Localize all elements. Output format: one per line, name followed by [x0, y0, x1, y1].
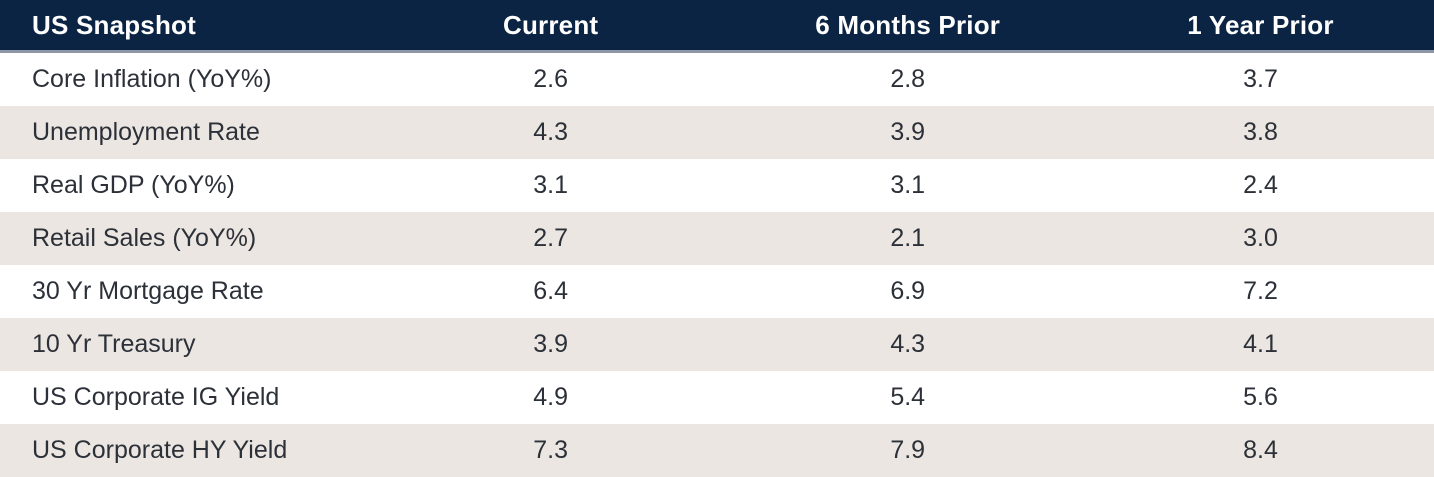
cell-value: 6.9 [728, 265, 1087, 318]
cell-value: 2.1 [728, 212, 1087, 265]
column-header-current: Current [373, 0, 729, 52]
cell-value: 3.9 [373, 318, 729, 371]
cell-value: 5.6 [1087, 371, 1434, 424]
row-label: 30 Yr Mortgage Rate [0, 265, 373, 318]
row-label: 10 Yr Treasury [0, 318, 373, 371]
cell-value: 2.4 [1087, 159, 1434, 212]
row-label: Retail Sales (YoY%) [0, 212, 373, 265]
table-header-row: US Snapshot Current 6 Months Prior 1 Yea… [0, 0, 1434, 52]
column-header-1-year-prior: 1 Year Prior [1087, 0, 1434, 52]
cell-value: 7.2 [1087, 265, 1434, 318]
cell-value: 3.8 [1087, 106, 1434, 159]
row-label: Real GDP (YoY%) [0, 159, 373, 212]
cell-value: 2.6 [373, 52, 729, 107]
cell-value: 4.9 [373, 371, 729, 424]
cell-value: 7.9 [728, 424, 1087, 477]
cell-value: 3.0 [1087, 212, 1434, 265]
column-header-us-snapshot: US Snapshot [0, 0, 373, 52]
cell-value: 4.3 [728, 318, 1087, 371]
cell-value: 4.3 [373, 106, 729, 159]
cell-value: 3.7 [1087, 52, 1434, 107]
cell-value: 5.4 [728, 371, 1087, 424]
cell-value: 6.4 [373, 265, 729, 318]
cell-value: 7.3 [373, 424, 729, 477]
cell-value: 2.7 [373, 212, 729, 265]
cell-value: 4.1 [1087, 318, 1434, 371]
row-label: Core Inflation (YoY%) [0, 52, 373, 107]
row-label: US Corporate IG Yield [0, 371, 373, 424]
cell-value: 3.1 [373, 159, 729, 212]
cell-value: 2.8 [728, 52, 1087, 107]
column-header-6-months-prior: 6 Months Prior [728, 0, 1087, 52]
row-label: US Corporate HY Yield [0, 424, 373, 477]
table-header: US Snapshot Current 6 Months Prior 1 Yea… [0, 0, 1434, 52]
cell-value: 3.1 [728, 159, 1087, 212]
cell-value: 8.4 [1087, 424, 1434, 477]
cell-value: 3.9 [728, 106, 1087, 159]
row-label: Unemployment Rate [0, 106, 373, 159]
